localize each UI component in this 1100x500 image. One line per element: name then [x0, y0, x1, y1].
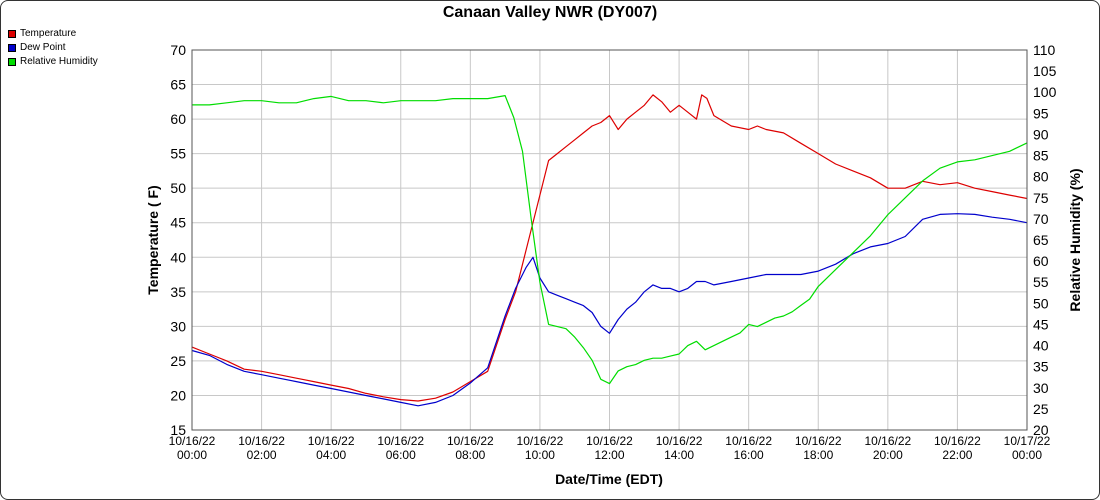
chart-title: Canaan Valley NWR (DY007) [442, 4, 658, 21]
legend-label-dew-point: Dew Point [20, 42, 66, 53]
series-line-temperature [191, 94, 1028, 402]
legend-swatch-relative-humidity [8, 58, 16, 66]
y-right-tick-label: 85 [1033, 148, 1049, 164]
y-left-tick-label: 25 [170, 353, 186, 369]
y-right-tick-label: 60 [1033, 253, 1049, 269]
x-tick-time-label: 16:00 [734, 448, 764, 462]
y-axis-left-label: Temperature ( F) [145, 185, 161, 294]
y-right-tick-label: 80 [1033, 169, 1049, 185]
x-tick-time-label: 04:00 [316, 448, 346, 462]
legend: Temperature Dew Point Relative Humidity [8, 27, 98, 69]
x-tick-time-label: 12:00 [594, 448, 624, 462]
x-tick-time-label: 18:00 [803, 448, 833, 462]
legend-label-relative-humidity: Relative Humidity [20, 56, 98, 67]
x-tick-date-label: 10/16/22 [308, 434, 355, 448]
x-axis-label: Date/Time (EDT) [555, 471, 663, 487]
series-line-relative-humidity [192, 94, 1028, 385]
y-left-tick-label: 65 [170, 77, 186, 93]
x-tick-date-label: 10/16/22 [377, 434, 424, 448]
y-axis-right-label: Relative Humidity (%) [1067, 168, 1083, 311]
y-left-tick-label: 20 [170, 387, 186, 403]
x-tick-date-label: 10/16/22 [586, 434, 633, 448]
x-tick-time-label: 00:00 [1012, 448, 1042, 462]
y-left-tick-label: 30 [170, 318, 186, 334]
y-right-tick-label: 25 [1033, 401, 1049, 417]
series-group [191, 94, 1028, 407]
y-left-tick-label: 40 [170, 249, 186, 265]
y-right-tick-label: 30 [1033, 380, 1049, 396]
y-right-tick-label: 70 [1033, 211, 1049, 227]
legend-swatch-dew-point [8, 44, 16, 52]
series-line-dew-point [191, 213, 1028, 407]
y-right-tick-label: 100 [1033, 84, 1057, 100]
x-tick-time-label: 00:00 [177, 448, 207, 462]
y-left-tick-label: 60 [170, 111, 186, 127]
x-tick-date-label: 10/16/22 [238, 434, 285, 448]
x-tick-date-label: 10/17/22 [1004, 434, 1051, 448]
x-tick-date-label: 10/16/22 [517, 434, 564, 448]
x-tick-date-label: 10/16/22 [169, 434, 216, 448]
x-tick-date-label: 10/16/22 [725, 434, 772, 448]
y-axis-left-ticks: 15 20 25 30 35 40 45 50 55 60 65 70 [170, 42, 186, 438]
y-right-tick-label: 20 [1033, 422, 1049, 438]
x-tick-time-label: 02:00 [247, 448, 277, 462]
y-right-tick-label: 65 [1033, 232, 1049, 248]
x-tick-date-label: 10/16/22 [934, 434, 981, 448]
y-right-tick-label: 50 [1033, 295, 1049, 311]
x-tick-date-label: 10/16/22 [795, 434, 842, 448]
y-axis-right-ticks: 20 25 30 35 40 45 50 55 60 65 70 75 80 85 90 95 100 105 11… [1033, 42, 1057, 438]
y-left-tick-label: 35 [170, 284, 186, 300]
legend-item-relative-humidity: Relative Humidity [8, 55, 98, 69]
x-tick-time-label: 20:00 [873, 448, 903, 462]
y-left-tick-label: 45 [170, 215, 186, 231]
x-axis-ticks: 10/16/2200:0010/16/2202:0010/16/2204:001… [169, 434, 1051, 462]
x-tick-date-label: 10/16/22 [864, 434, 911, 448]
x-tick-time-label: 14:00 [664, 448, 694, 462]
x-tick-time-label: 10:00 [525, 448, 555, 462]
y-right-tick-label: 40 [1033, 338, 1049, 354]
x-tick-time-label: 06:00 [386, 448, 416, 462]
legend-item-dew-point: Dew Point [8, 41, 98, 55]
y-left-tick-label: 55 [170, 146, 186, 162]
y-right-tick-label: 110 [1033, 42, 1056, 58]
legend-swatch-temperature [8, 30, 16, 38]
y-right-tick-label: 105 [1033, 63, 1057, 79]
legend-label-temperature: Temperature [20, 28, 77, 39]
y-right-tick-label: 95 [1033, 105, 1049, 121]
y-left-tick-label: 15 [170, 422, 186, 438]
legend-item-temperature: Temperature [8, 27, 98, 41]
y-right-tick-label: 55 [1033, 274, 1049, 290]
y-left-tick-label: 70 [170, 42, 186, 58]
x-tick-date-label: 10/16/22 [447, 434, 494, 448]
x-tick-time-label: 22:00 [942, 448, 972, 462]
y-left-tick-label: 50 [170, 180, 186, 196]
x-tick-time-label: 08:00 [455, 448, 485, 462]
plot-area-border [191, 49, 1028, 431]
x-tick-date-label: 10/16/22 [656, 434, 703, 448]
grid [191, 49, 1028, 431]
y-right-tick-label: 90 [1033, 126, 1049, 142]
y-right-tick-label: 35 [1033, 359, 1049, 375]
y-right-tick-label: 75 [1033, 190, 1049, 206]
y-right-tick-label: 45 [1033, 316, 1049, 332]
